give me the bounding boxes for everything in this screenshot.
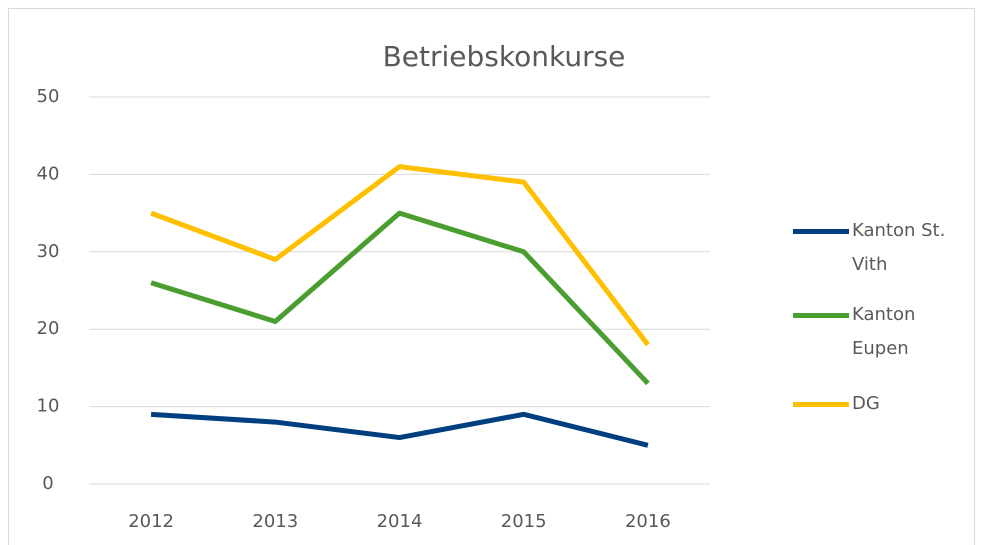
legend-item: Kanton Eupen — [793, 298, 983, 366]
legend-swatch — [793, 313, 849, 318]
y-tick-label: 10 — [37, 396, 60, 417]
y-tick-label: 20 — [37, 318, 60, 339]
legend-item: Kanton St. Vith — [793, 214, 983, 282]
legend-label: Kanton St. Vith — [852, 220, 946, 275]
legend-swatch — [793, 229, 849, 234]
y-tick-label: 40 — [37, 163, 60, 184]
legend-label: Kanton Eupen — [852, 304, 916, 359]
chart-border — [8, 8, 975, 545]
x-tick-label: 2013 — [252, 511, 298, 532]
series-line — [150, 210, 650, 386]
series-line — [150, 164, 650, 347]
series-line — [150, 411, 649, 448]
legend-label: DG — [852, 393, 880, 414]
chart-title: Betriebskonkurse — [383, 40, 626, 73]
y-tick-label: 50 — [37, 86, 60, 107]
legend-swatch — [793, 402, 849, 407]
y-tick-label: 30 — [37, 241, 60, 262]
x-tick-label: 2012 — [128, 511, 174, 532]
x-tick-label: 2014 — [377, 511, 423, 532]
x-tick-label: 2015 — [501, 511, 547, 532]
y-tick-label: 0 — [42, 473, 53, 494]
legend-item: DG — [793, 387, 983, 421]
x-tick-label: 2016 — [625, 511, 671, 532]
